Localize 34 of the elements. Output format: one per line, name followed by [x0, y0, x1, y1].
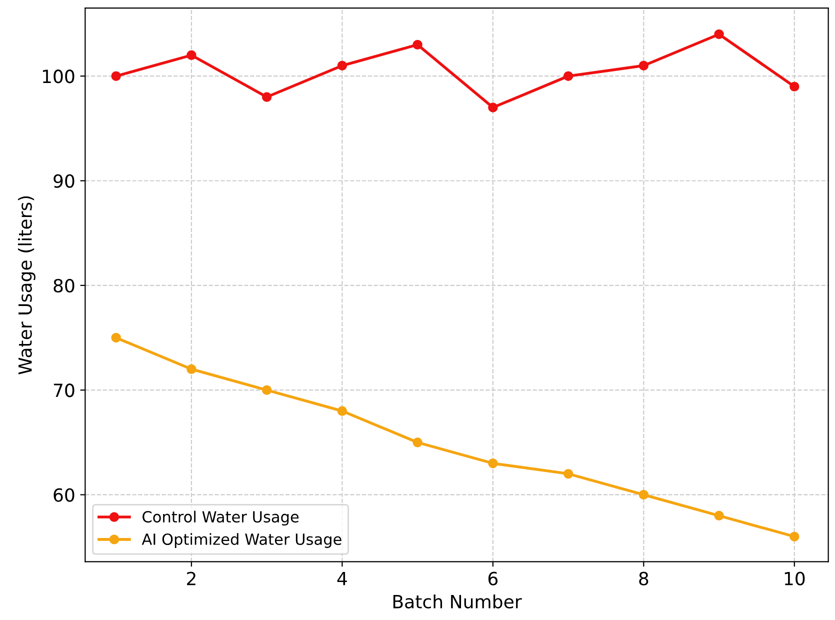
point	[790, 532, 800, 542]
point	[262, 385, 272, 395]
legend-label: Control Water Usage	[142, 510, 299, 526]
x-tick-label: 4	[337, 572, 347, 586]
point	[638, 490, 649, 500]
y-axis-title: Water Usage (liters)	[18, 196, 36, 374]
point	[714, 510, 724, 521]
point	[488, 102, 498, 112]
y-tick-label: 60	[54, 488, 74, 502]
x-axis-title: Batch Number	[393, 594, 522, 608]
point	[563, 71, 574, 81]
legend-label: AI Optimized Water Usage	[142, 533, 342, 548]
y-tick-label: 100	[42, 70, 74, 84]
point	[186, 364, 196, 374]
point	[790, 82, 800, 92]
point	[638, 60, 649, 70]
point	[111, 71, 121, 81]
point	[337, 60, 348, 70]
y-tick-label: 70	[54, 384, 74, 398]
point	[262, 92, 272, 102]
x-tick-label: 8	[639, 572, 648, 586]
x-tick-label: 6	[488, 572, 498, 586]
point	[337, 406, 348, 416]
y-tick-label: 90	[54, 174, 74, 188]
x-tick-label: 2	[187, 572, 196, 586]
point	[412, 438, 422, 448]
y-tick-label: 80	[54, 278, 74, 293]
point	[186, 50, 196, 60]
point	[714, 29, 724, 40]
point	[412, 40, 422, 50]
point	[111, 332, 121, 343]
point	[488, 458, 498, 468]
point	[563, 468, 574, 479]
x-tick-label: 10	[784, 572, 805, 586]
